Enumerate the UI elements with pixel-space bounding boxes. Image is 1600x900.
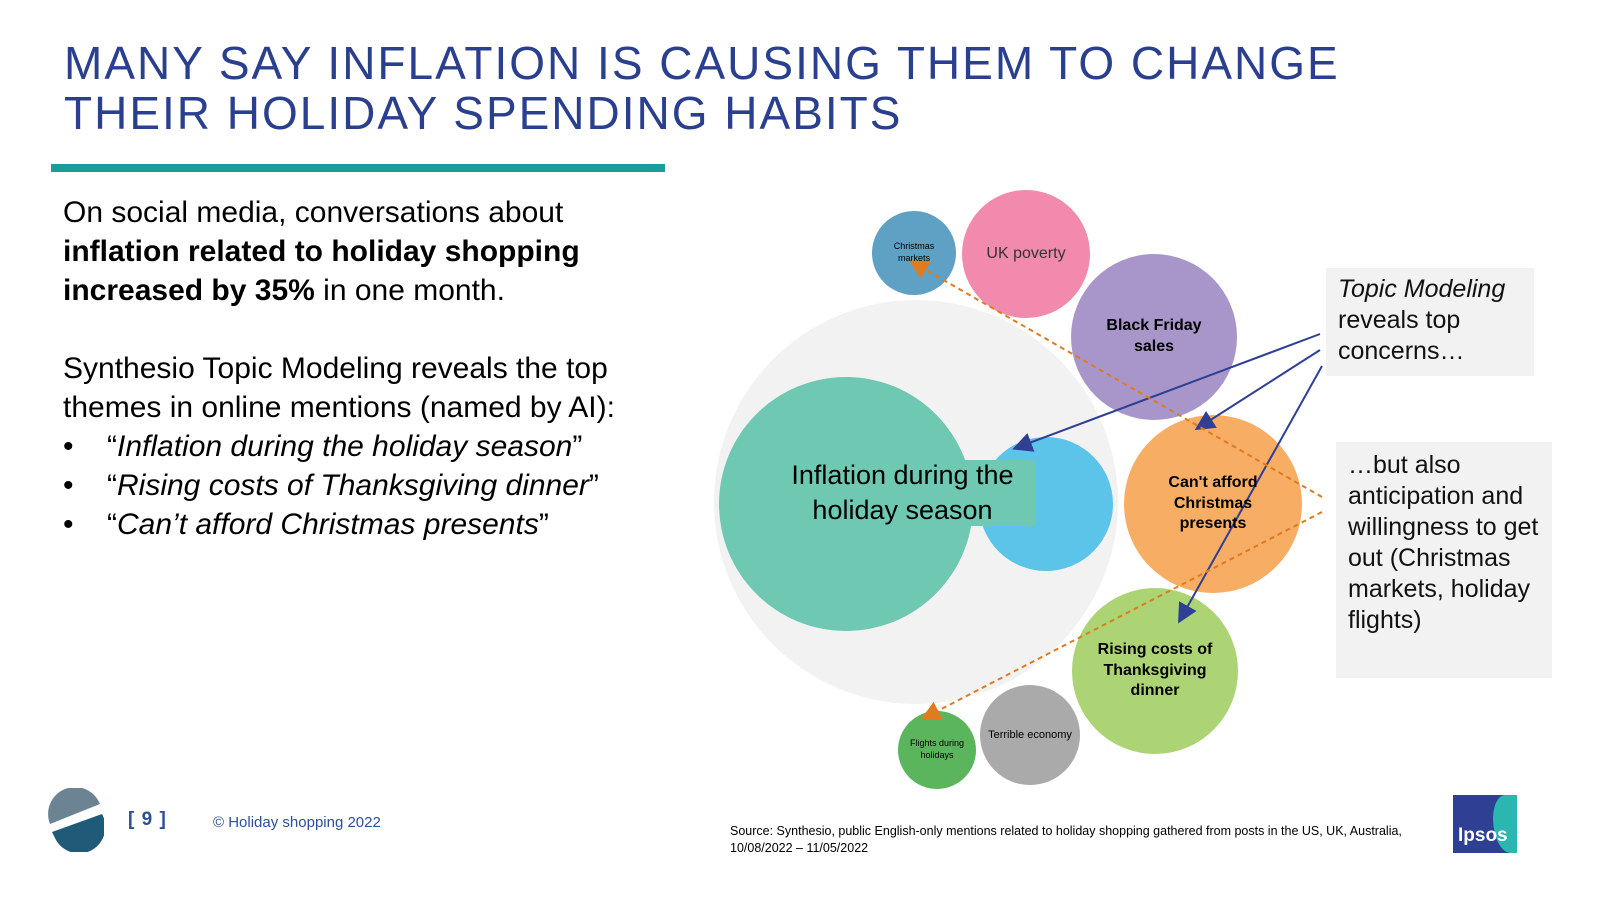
bubble-label-christmas-markets: Christmas markets	[893, 241, 935, 263]
open-quote: “	[107, 469, 117, 502]
bubble-flights-during-holidays	[898, 711, 976, 789]
page-number: [ 9 ]	[128, 809, 167, 830]
bubble-black-friday-sales	[1071, 254, 1237, 420]
callout-top-concerns: Topic Modeling reveals top concerns…	[1326, 268, 1534, 376]
arrow-to-presents	[1194, 349, 1321, 431]
bubble-rising-costs-of-thanksgiving-dinner	[1072, 588, 1238, 754]
title-line-1: MANY SAY INFLATION IS CAUSING THEM TO CH…	[64, 37, 1340, 89]
bubble-label-terrible-economy: Terrible economy	[988, 728, 1072, 741]
intro-start: On social media, conversations about	[63, 196, 564, 229]
close-quote: ”	[538, 508, 549, 541]
intro-paragraph: On social media, conversations about inf…	[63, 193, 663, 310]
callout-top-text: reveals top concerns…	[1338, 306, 1465, 365]
bubble-uk-poverty	[962, 190, 1090, 318]
theme-item-thanksgiving: • “Rising costs of Thanksgiving dinner”	[63, 466, 663, 505]
theme-item-presents: • “Can’t afford Christmas presents”	[63, 505, 663, 544]
intro-highlight: inflation related to holiday shopping in…	[63, 235, 580, 307]
brand-wordmark: Ipsos	[1458, 825, 1508, 846]
bubble-label-flights-during-holidays: Flights during holidays	[909, 738, 965, 760]
arrow-to-inflation	[1012, 333, 1321, 452]
bubble-terrible-economy	[980, 685, 1080, 785]
arrow-to-thanksgiving	[1178, 365, 1323, 624]
bubble-label-can-t-afford-christmas-presents: Can't afford Christmas presents	[1168, 473, 1258, 533]
callout-bottom-anticipation: …but also anticipation and willingness t…	[1336, 442, 1552, 678]
close-quote: ”	[572, 430, 583, 463]
accent-rule	[51, 164, 665, 172]
open-quote: “	[107, 430, 117, 463]
slide-title: MANY SAY INFLATION IS CAUSING THEM TO CH…	[64, 38, 1394, 138]
intro-end: in one month.	[314, 274, 505, 307]
bubble-label-black-friday-sales: Black Friday sales	[1106, 317, 1202, 355]
bubble-label-rising-costs-of-thanksgiving-dinner: Rising costs of Thanksgiving dinner	[1097, 640, 1213, 700]
bubble-christmas-markets	[872, 211, 956, 295]
source-note: Source: Synthesio, public English-only m…	[730, 824, 1402, 855]
theme-item-inflation: • “Inflation during the holiday season”	[63, 427, 663, 466]
copyright-text: © Holiday shopping 2022	[213, 814, 381, 831]
bullet-mark: •	[63, 430, 74, 463]
bubble-label-uk-poverty: UK poverty	[986, 244, 1066, 262]
bullet-mark: •	[63, 508, 74, 541]
ipsos-logo: Ipsos	[1453, 795, 1517, 853]
bubble-label-inflation-during-the-holiday-season: Inflation during the holiday season	[770, 460, 1035, 526]
theme-list: • “Inflation during the holiday season” •…	[63, 427, 663, 544]
callout-top-italic: Topic Modeling	[1338, 275, 1506, 303]
arrow-to-christmas-markets	[908, 260, 1323, 498]
bullet-mark: •	[63, 469, 74, 502]
theme-text: Can’t afford Christmas presents	[117, 508, 539, 541]
theme-text: Inflation during the holiday season	[117, 430, 573, 463]
theme-text: Rising costs of Thanksgiving dinner	[117, 469, 589, 502]
body-text: On social media, conversations about inf…	[63, 193, 663, 544]
close-quote: ”	[588, 469, 599, 502]
arrow-to-flights	[920, 511, 1323, 720]
footer-logo-icon	[48, 788, 104, 852]
topic-paragraph: Synthesio Topic Modeling reveals the top…	[63, 352, 615, 424]
open-quote: “	[107, 508, 117, 541]
title-line-2: THEIR HOLIDAY SPENDING HABITS	[64, 87, 903, 139]
